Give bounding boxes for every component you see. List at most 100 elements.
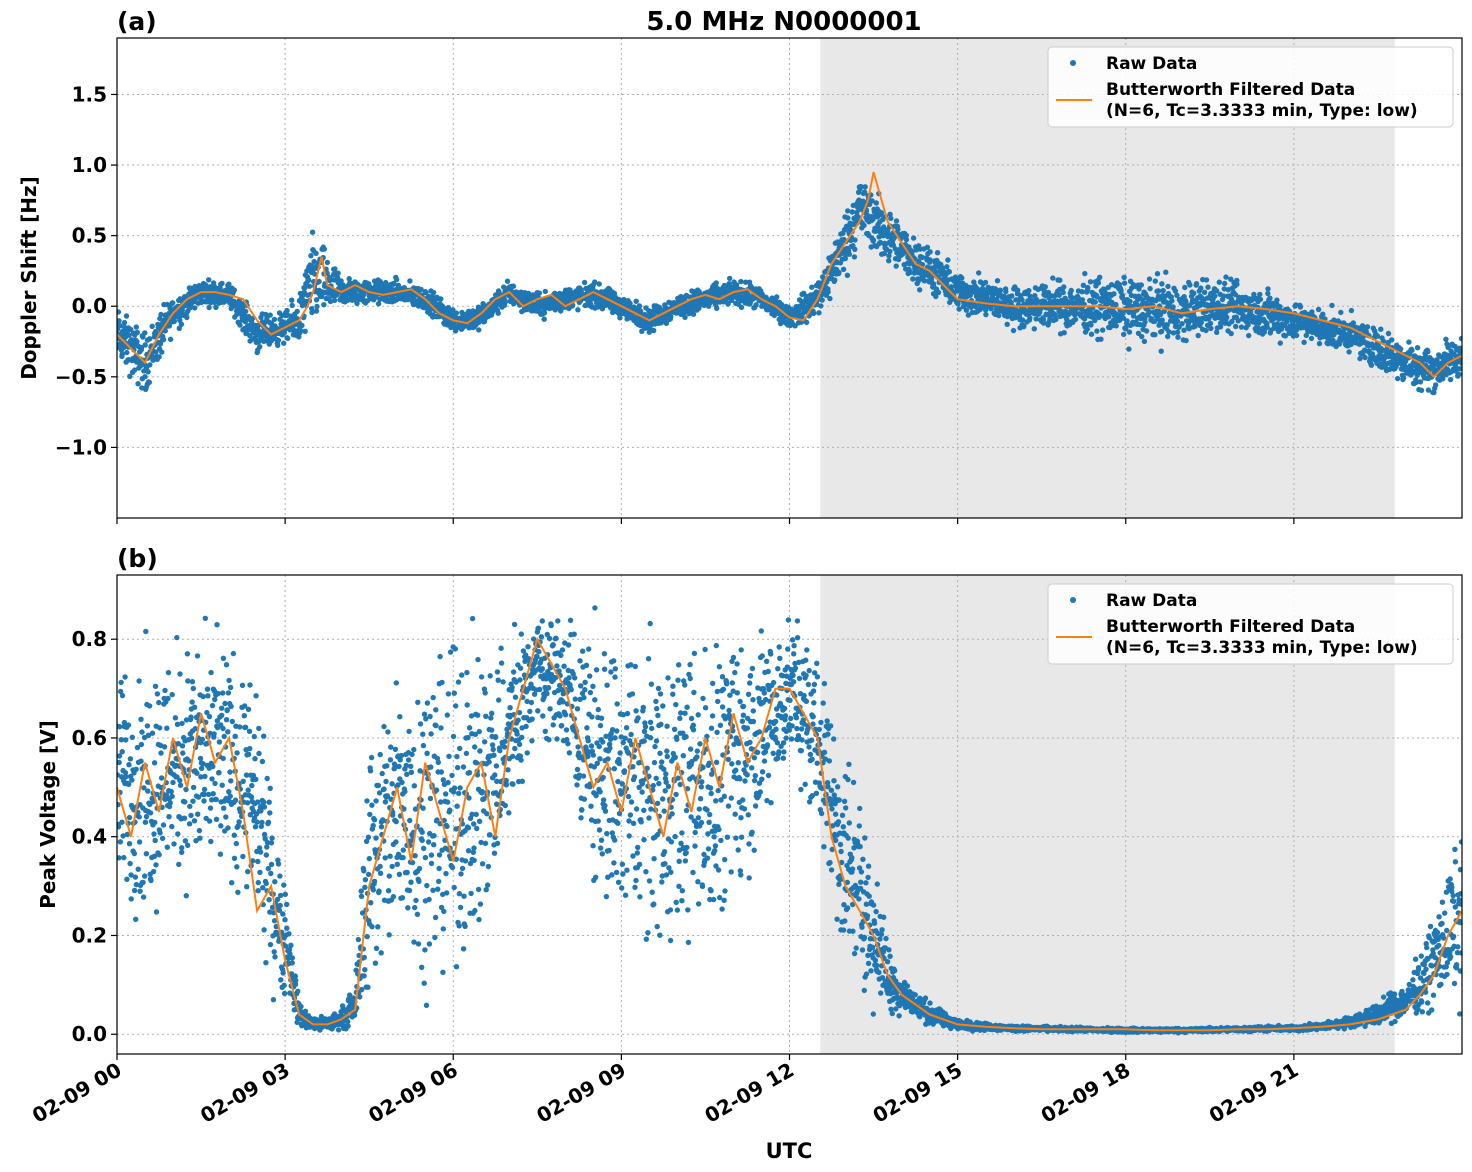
raw-data-point (1278, 326, 1285, 332)
raw-data-point (1143, 328, 1150, 334)
raw-data-point (117, 753, 123, 759)
raw-data-point (1431, 389, 1437, 396)
raw-data-point (125, 722, 132, 728)
raw-data-point (878, 210, 884, 216)
raw-data-point (229, 718, 235, 725)
raw-data-point (194, 770, 200, 776)
raw-data-point (183, 893, 189, 899)
raw-data-point (1251, 291, 1257, 298)
raw-data-point (169, 691, 175, 698)
raw-data-point (886, 258, 892, 264)
raw-data-point (194, 653, 201, 659)
raw-data-point (308, 253, 314, 259)
raw-data-point (275, 342, 281, 348)
raw-data-point (345, 1018, 351, 1025)
raw-data-point (216, 769, 222, 776)
raw-data-point (727, 275, 733, 282)
raw-data-point (250, 858, 256, 864)
raw-data-point (1061, 284, 1067, 290)
raw-data-point (229, 880, 235, 886)
raw-data-point (183, 717, 190, 723)
raw-data-point (1095, 280, 1102, 286)
raw-data-point (169, 793, 175, 799)
raw-data-point (175, 741, 181, 747)
raw-data-point (211, 731, 217, 737)
raw-data-point (134, 744, 141, 751)
raw-data-point (959, 275, 965, 281)
raw-data-point (195, 794, 202, 800)
raw-data-point (126, 781, 132, 787)
raw-data-point (870, 237, 877, 243)
raw-data-point (682, 314, 688, 320)
raw-data-point (1088, 331, 1095, 337)
raw-data-point (251, 733, 257, 740)
raw-data-point (1417, 379, 1424, 385)
raw-data-point (231, 287, 237, 293)
raw-data-point (1170, 304, 1176, 310)
raw-data-point (846, 251, 852, 257)
raw-data-point (1085, 284, 1091, 291)
raw-data-point (243, 772, 250, 778)
raw-data-point (956, 306, 962, 312)
raw-data-point (233, 840, 239, 847)
raw-data-point (185, 678, 191, 684)
raw-data-point (223, 717, 230, 723)
raw-data-point (221, 733, 227, 740)
raw-data-point (713, 280, 719, 286)
raw-data-point (162, 328, 168, 334)
raw-data-point (133, 881, 140, 888)
raw-data-point (910, 235, 917, 241)
raw-data-point (910, 276, 916, 282)
raw-data-point (123, 313, 130, 319)
raw-data-point (541, 316, 547, 322)
raw-data-point (117, 323, 124, 329)
raw-data-point (1079, 297, 1086, 303)
raw-data-point (261, 733, 267, 739)
raw-data-point (261, 831, 268, 838)
raw-data-point (1157, 311, 1164, 318)
raw-data-point (138, 758, 144, 764)
raw-data-point (893, 218, 900, 224)
raw-data-point (165, 669, 172, 676)
raw-data-point (289, 960, 295, 966)
raw-data-point (1021, 323, 1027, 329)
raw-data-point (128, 326, 134, 333)
raw-data-point (267, 810, 273, 816)
raw-data-point (965, 312, 972, 318)
raw-data-point (286, 946, 293, 953)
raw-data-point (1019, 297, 1025, 303)
raw-data-point (1406, 339, 1412, 345)
raw-data-point (197, 755, 204, 762)
raw-data-point (126, 814, 133, 821)
raw-data-point (212, 696, 218, 703)
raw-data-point (832, 277, 838, 283)
raw-data-point (816, 310, 822, 316)
raw-data-point (200, 693, 206, 700)
raw-data-point (1163, 269, 1169, 275)
raw-data-point (253, 693, 259, 699)
raw-data-point (1297, 319, 1303, 325)
raw-data-point (453, 310, 460, 316)
raw-data-point (202, 773, 208, 780)
raw-data-point (219, 280, 225, 287)
raw-data-point (1010, 327, 1017, 334)
raw-data-point (245, 787, 251, 793)
raw-data-point (292, 973, 298, 979)
raw-data-point (1228, 276, 1234, 282)
raw-data-point (935, 289, 942, 296)
raw-data-point (147, 810, 154, 816)
raw-data-point (1214, 329, 1220, 335)
raw-data-point (275, 861, 282, 867)
raw-data-point (128, 896, 134, 902)
raw-data-point (581, 279, 588, 286)
raw-data-point (206, 304, 212, 311)
raw-data-point (136, 839, 143, 845)
raw-data-point (1165, 283, 1171, 290)
raw-data-point (845, 215, 851, 221)
raw-data-point (1338, 309, 1344, 316)
raw-data-point (261, 799, 267, 805)
raw-data-point (198, 774, 204, 780)
raw-data-point (119, 351, 125, 357)
raw-data-point (162, 687, 168, 694)
